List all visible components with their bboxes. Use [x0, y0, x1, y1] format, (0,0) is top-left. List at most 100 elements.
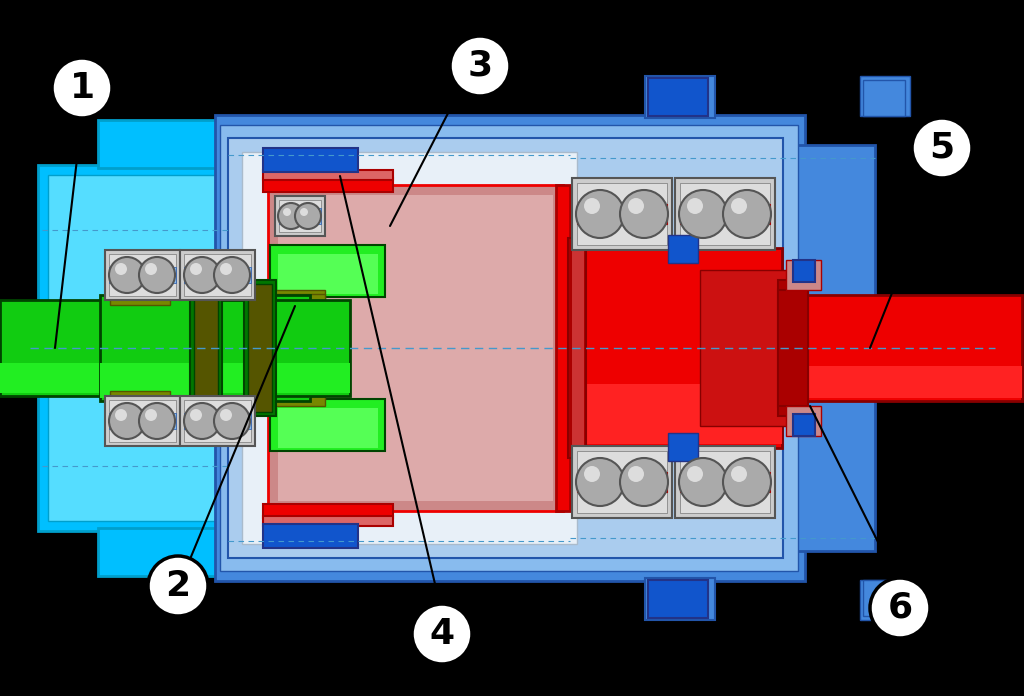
Circle shape [731, 198, 746, 214]
Text: 5: 5 [930, 131, 954, 165]
Bar [48, 175, 228, 521]
Bar [100, 363, 310, 398]
Bar [793, 260, 815, 282]
Bar [263, 524, 358, 548]
Bar [278, 254, 378, 294]
Bar [180, 396, 255, 446]
Circle shape [145, 409, 157, 421]
Circle shape [687, 466, 703, 482]
Bar [275, 294, 325, 308]
Bar [184, 400, 251, 442]
Bar [278, 408, 378, 448]
Circle shape [184, 403, 220, 439]
Bar [572, 446, 672, 518]
Text: 6: 6 [888, 591, 912, 625]
Circle shape [139, 257, 175, 293]
Circle shape [278, 203, 304, 229]
Bar [645, 578, 715, 620]
Bar [778, 290, 808, 406]
Circle shape [300, 208, 308, 216]
Bar [244, 280, 276, 416]
Bar [568, 238, 586, 458]
Bar [648, 78, 708, 116]
Bar [577, 472, 667, 492]
Bar [279, 208, 321, 224]
Circle shape [870, 578, 930, 638]
Bar [556, 185, 570, 511]
Text: 2: 2 [166, 569, 190, 603]
Bar [680, 204, 770, 224]
Bar [668, 433, 698, 461]
Bar [109, 254, 176, 296]
Circle shape [220, 409, 232, 421]
Bar [279, 200, 321, 232]
Bar [220, 300, 350, 396]
Circle shape [628, 466, 644, 482]
Circle shape [584, 198, 600, 214]
Bar [105, 396, 180, 446]
Bar [190, 280, 222, 416]
Bar [680, 451, 770, 513]
Bar [577, 183, 667, 245]
Bar [105, 250, 180, 300]
Circle shape [584, 466, 600, 482]
Bar [0, 300, 110, 396]
Bar [228, 138, 783, 558]
Circle shape [628, 198, 644, 214]
Circle shape [115, 263, 127, 275]
Bar [863, 580, 905, 616]
Bar [263, 504, 393, 518]
Circle shape [139, 403, 175, 439]
Circle shape [214, 403, 250, 439]
Circle shape [575, 458, 624, 506]
Circle shape [145, 263, 157, 275]
Circle shape [723, 458, 771, 506]
Bar [100, 295, 310, 401]
Bar [268, 185, 563, 511]
Bar [184, 254, 251, 296]
Bar [863, 80, 905, 116]
Bar [804, 366, 1022, 398]
Bar [275, 386, 325, 406]
Bar [109, 413, 176, 429]
Bar [263, 170, 393, 180]
Bar [98, 120, 238, 168]
Bar [110, 295, 170, 305]
Bar [98, 528, 238, 576]
Bar [195, 396, 223, 426]
Bar [0, 363, 110, 393]
Text: 3: 3 [467, 49, 493, 83]
Bar [675, 178, 775, 250]
Bar [804, 295, 1022, 401]
Bar [38, 165, 238, 531]
Bar [109, 400, 176, 442]
Bar [270, 245, 385, 297]
Circle shape [912, 118, 972, 178]
Circle shape [723, 190, 771, 238]
Bar [278, 195, 553, 501]
Bar [668, 235, 698, 263]
Bar [577, 204, 667, 224]
Bar [110, 391, 170, 401]
Circle shape [283, 208, 291, 216]
Bar [270, 399, 385, 451]
Bar [786, 260, 821, 290]
Bar [577, 451, 667, 513]
Bar [572, 242, 584, 454]
Bar [248, 284, 272, 412]
Circle shape [412, 604, 472, 664]
Bar [109, 267, 176, 283]
Bar [195, 270, 223, 300]
Bar [645, 76, 715, 118]
Circle shape [679, 190, 727, 238]
Bar [194, 284, 218, 412]
Circle shape [575, 190, 624, 238]
Circle shape [214, 257, 250, 293]
Bar [700, 270, 790, 426]
Bar [184, 267, 251, 283]
Bar [786, 406, 821, 436]
Circle shape [620, 458, 668, 506]
Text: 1: 1 [70, 71, 94, 105]
Bar [572, 178, 672, 250]
Bar [730, 145, 874, 551]
